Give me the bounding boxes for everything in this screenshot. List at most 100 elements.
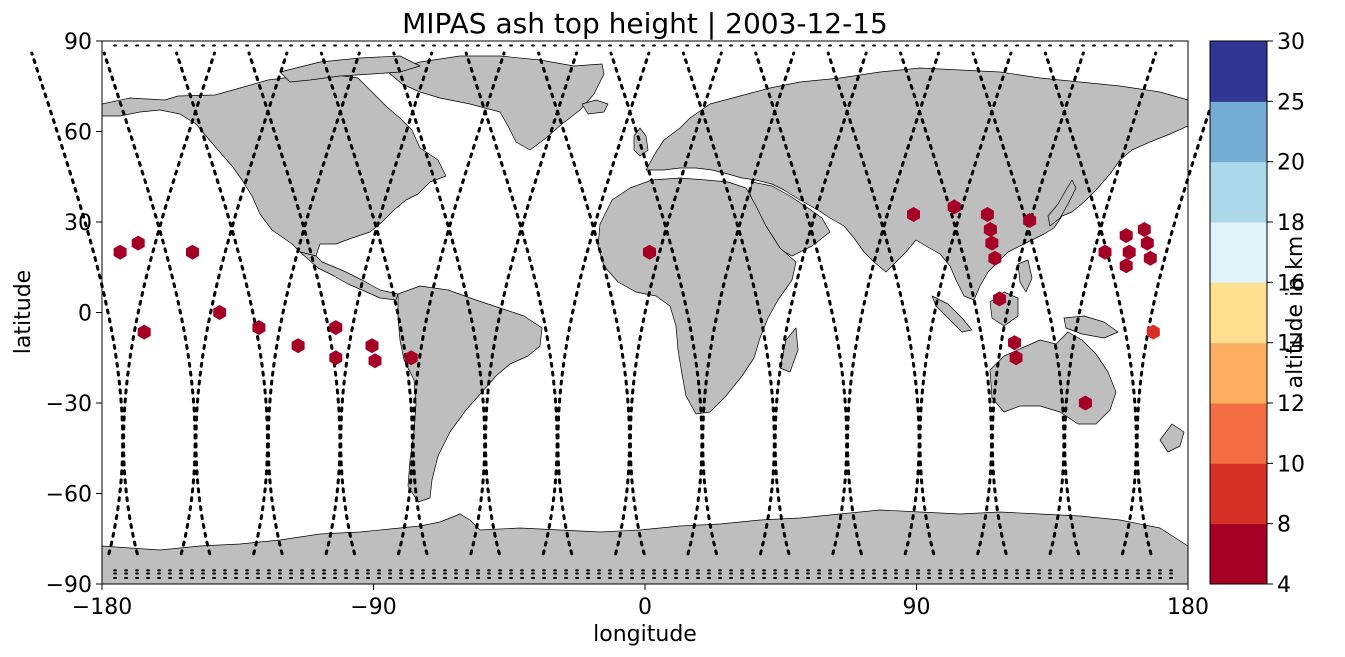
land-japan bbox=[1047, 179, 1077, 227]
y-tick-label: 30 bbox=[64, 211, 92, 236]
colorbar-tick-label: 10 bbox=[1277, 452, 1305, 477]
orbit-track-desc bbox=[102, 51, 197, 556]
colorbar-tick-label: 12 bbox=[1277, 392, 1305, 417]
land-greenland bbox=[387, 55, 605, 151]
orbit-track-asc bbox=[1135, 51, 1230, 556]
y-tick-label: 0 bbox=[78, 302, 92, 327]
land-new-zealand bbox=[1159, 423, 1185, 453]
colorbar-segment bbox=[1210, 161, 1267, 223]
ash-point bbox=[1119, 228, 1133, 244]
ash-point bbox=[1098, 244, 1112, 260]
x-tick-label: −180 bbox=[72, 595, 132, 620]
orbit-track-asc bbox=[339, 51, 434, 556]
y-tick-label: 60 bbox=[64, 121, 92, 146]
colorbar-tick-label: 18 bbox=[1277, 211, 1305, 236]
x-tick-label: −90 bbox=[350, 595, 396, 620]
land-layer bbox=[101, 55, 1189, 585]
ash-point bbox=[131, 235, 145, 251]
ash-point bbox=[1078, 395, 1092, 411]
y-tick-label: −30 bbox=[46, 392, 92, 417]
ash-point bbox=[907, 207, 920, 222]
x-tick-label: 180 bbox=[1167, 595, 1209, 620]
colorbar-segment bbox=[1210, 463, 1267, 525]
orbit-track-desc bbox=[826, 51, 921, 556]
colorbar-segment bbox=[1210, 403, 1267, 464]
ash-point bbox=[1146, 324, 1160, 340]
orbit-track-asc bbox=[411, 51, 506, 556]
y-tick-label: −60 bbox=[46, 483, 92, 508]
orbit-track-asc bbox=[266, 51, 361, 556]
ash-point bbox=[1137, 222, 1151, 237]
colorbar-segment bbox=[1210, 222, 1267, 283]
land-iceland bbox=[581, 99, 609, 115]
orbit-track-desc bbox=[247, 51, 342, 556]
colorbar-segment bbox=[1210, 523, 1267, 585]
land-south-america bbox=[397, 285, 543, 503]
orbit-track-asc bbox=[122, 51, 216, 556]
colorbar-tick-label: 14 bbox=[1277, 332, 1305, 357]
ash-point bbox=[988, 250, 1002, 266]
orbit-track-asc bbox=[556, 51, 651, 556]
colorbar-label: altitude in km bbox=[1283, 236, 1308, 389]
ash-point bbox=[1023, 213, 1037, 228]
orbit-track-desc bbox=[899, 51, 993, 556]
orbit-track-asc bbox=[1063, 51, 1158, 556]
ash-point bbox=[1140, 235, 1154, 251]
land-britain bbox=[633, 127, 649, 157]
orbit-track-desc bbox=[537, 51, 631, 556]
orbit-track-asc bbox=[701, 51, 796, 556]
ash-point bbox=[643, 244, 656, 260]
orbit-track-desc bbox=[754, 51, 849, 556]
orbit-track-asc bbox=[484, 51, 578, 556]
colorbar-tick-label: 20 bbox=[1277, 151, 1305, 176]
colorbar-tick-label: 4 bbox=[1277, 573, 1291, 598]
orbit-track-asc bbox=[990, 51, 1085, 556]
orbit-track-desc bbox=[319, 51, 414, 556]
orbit-track-desc bbox=[609, 51, 704, 556]
x-tick-label: 90 bbox=[903, 595, 931, 620]
land-antarctica bbox=[101, 509, 1189, 585]
colorbar-frame bbox=[1209, 40, 1268, 585]
ash-point bbox=[983, 222, 997, 237]
colorbar-segment bbox=[1210, 282, 1267, 344]
orbit-track-desc bbox=[392, 51, 487, 556]
ash-point bbox=[186, 244, 199, 260]
colorbar-segment bbox=[1210, 342, 1267, 404]
ash-point bbox=[1008, 335, 1021, 351]
ash-point bbox=[1009, 350, 1023, 366]
orbit-track-desc bbox=[30, 51, 125, 556]
ash-point bbox=[993, 291, 1006, 307]
ash-point bbox=[329, 350, 343, 366]
x-axis: −180 −90 0 90 180 bbox=[72, 584, 1209, 620]
ash-point bbox=[365, 338, 379, 354]
y-axis: 90 60 30 0 −30 −60 −90 bbox=[46, 30, 102, 598]
ash-points bbox=[113, 199, 1160, 411]
orbit-track-desc bbox=[175, 51, 269, 556]
ash-point bbox=[980, 207, 994, 222]
colorbar-tick-label: 16 bbox=[1277, 271, 1305, 296]
orbit-tracks bbox=[30, 44, 1230, 579]
colorbar-segment bbox=[1210, 41, 1267, 102]
orbit-track-asc bbox=[628, 51, 723, 556]
ash-point bbox=[404, 350, 418, 366]
orbit-track-desc bbox=[1043, 51, 1138, 556]
ash-point bbox=[213, 305, 227, 320]
land-eurasia bbox=[645, 67, 1189, 301]
orbit-track-asc bbox=[773, 51, 868, 556]
colorbar-tick-label: 25 bbox=[1277, 90, 1305, 115]
x-axis-label: longitude bbox=[593, 622, 697, 647]
ash-point bbox=[252, 320, 266, 336]
land-africa bbox=[597, 177, 797, 415]
ash-point bbox=[1143, 250, 1157, 266]
map-area bbox=[30, 40, 1230, 585]
ash-point bbox=[985, 235, 999, 251]
orbit-track-asc bbox=[194, 51, 289, 556]
ash-point bbox=[1122, 244, 1136, 260]
ash-point bbox=[947, 199, 961, 215]
ash-point bbox=[137, 324, 151, 340]
ash-point bbox=[368, 353, 382, 369]
colorbar-tick-label: 8 bbox=[1277, 513, 1291, 538]
ash-point bbox=[291, 338, 305, 354]
land-philippines bbox=[1017, 259, 1033, 293]
